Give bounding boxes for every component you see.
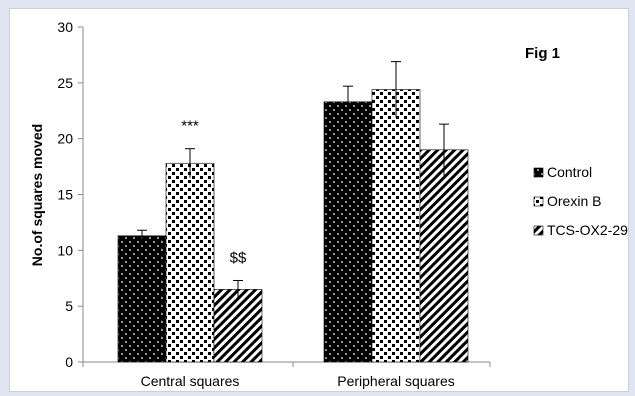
bar bbox=[323, 101, 373, 363]
y-tick-label: 10 bbox=[57, 242, 73, 258]
bar bbox=[419, 149, 469, 363]
error-bars bbox=[137, 61, 449, 299]
chart-frame bbox=[9, 8, 629, 392]
legend-label: Orexin B bbox=[547, 193, 601, 209]
y-tick-label: 0 bbox=[65, 354, 73, 370]
x-tick-label: Central squares bbox=[141, 373, 240, 389]
figure-label: Fig 1 bbox=[525, 45, 560, 62]
legend-swatch bbox=[533, 167, 544, 178]
y-tick-label: 20 bbox=[57, 131, 73, 147]
bar bbox=[371, 89, 421, 363]
bars bbox=[117, 89, 469, 363]
bar bbox=[213, 289, 263, 363]
y-tick-label: 25 bbox=[57, 75, 73, 91]
y-tick-label: 30 bbox=[57, 19, 73, 35]
significance-annotation: *** bbox=[181, 118, 199, 135]
annotations: *** $$ bbox=[181, 118, 247, 267]
legend: Control Orexin B TCS-OX2-29 bbox=[533, 164, 628, 238]
legend-label: TCS-OX2-29 bbox=[547, 222, 628, 238]
x-tick-label: Peripheral squares bbox=[337, 373, 455, 389]
bar bbox=[117, 235, 167, 363]
significance-annotation: $$ bbox=[230, 249, 247, 266]
legend-swatch bbox=[533, 225, 544, 236]
y-tick-label: 5 bbox=[65, 298, 73, 314]
legend-swatch bbox=[533, 196, 544, 207]
legend-label: Control bbox=[547, 164, 592, 180]
y-tick-label: 15 bbox=[57, 187, 73, 203]
y-axis-label: No.of squares moved bbox=[29, 124, 45, 266]
bar bbox=[165, 162, 215, 363]
